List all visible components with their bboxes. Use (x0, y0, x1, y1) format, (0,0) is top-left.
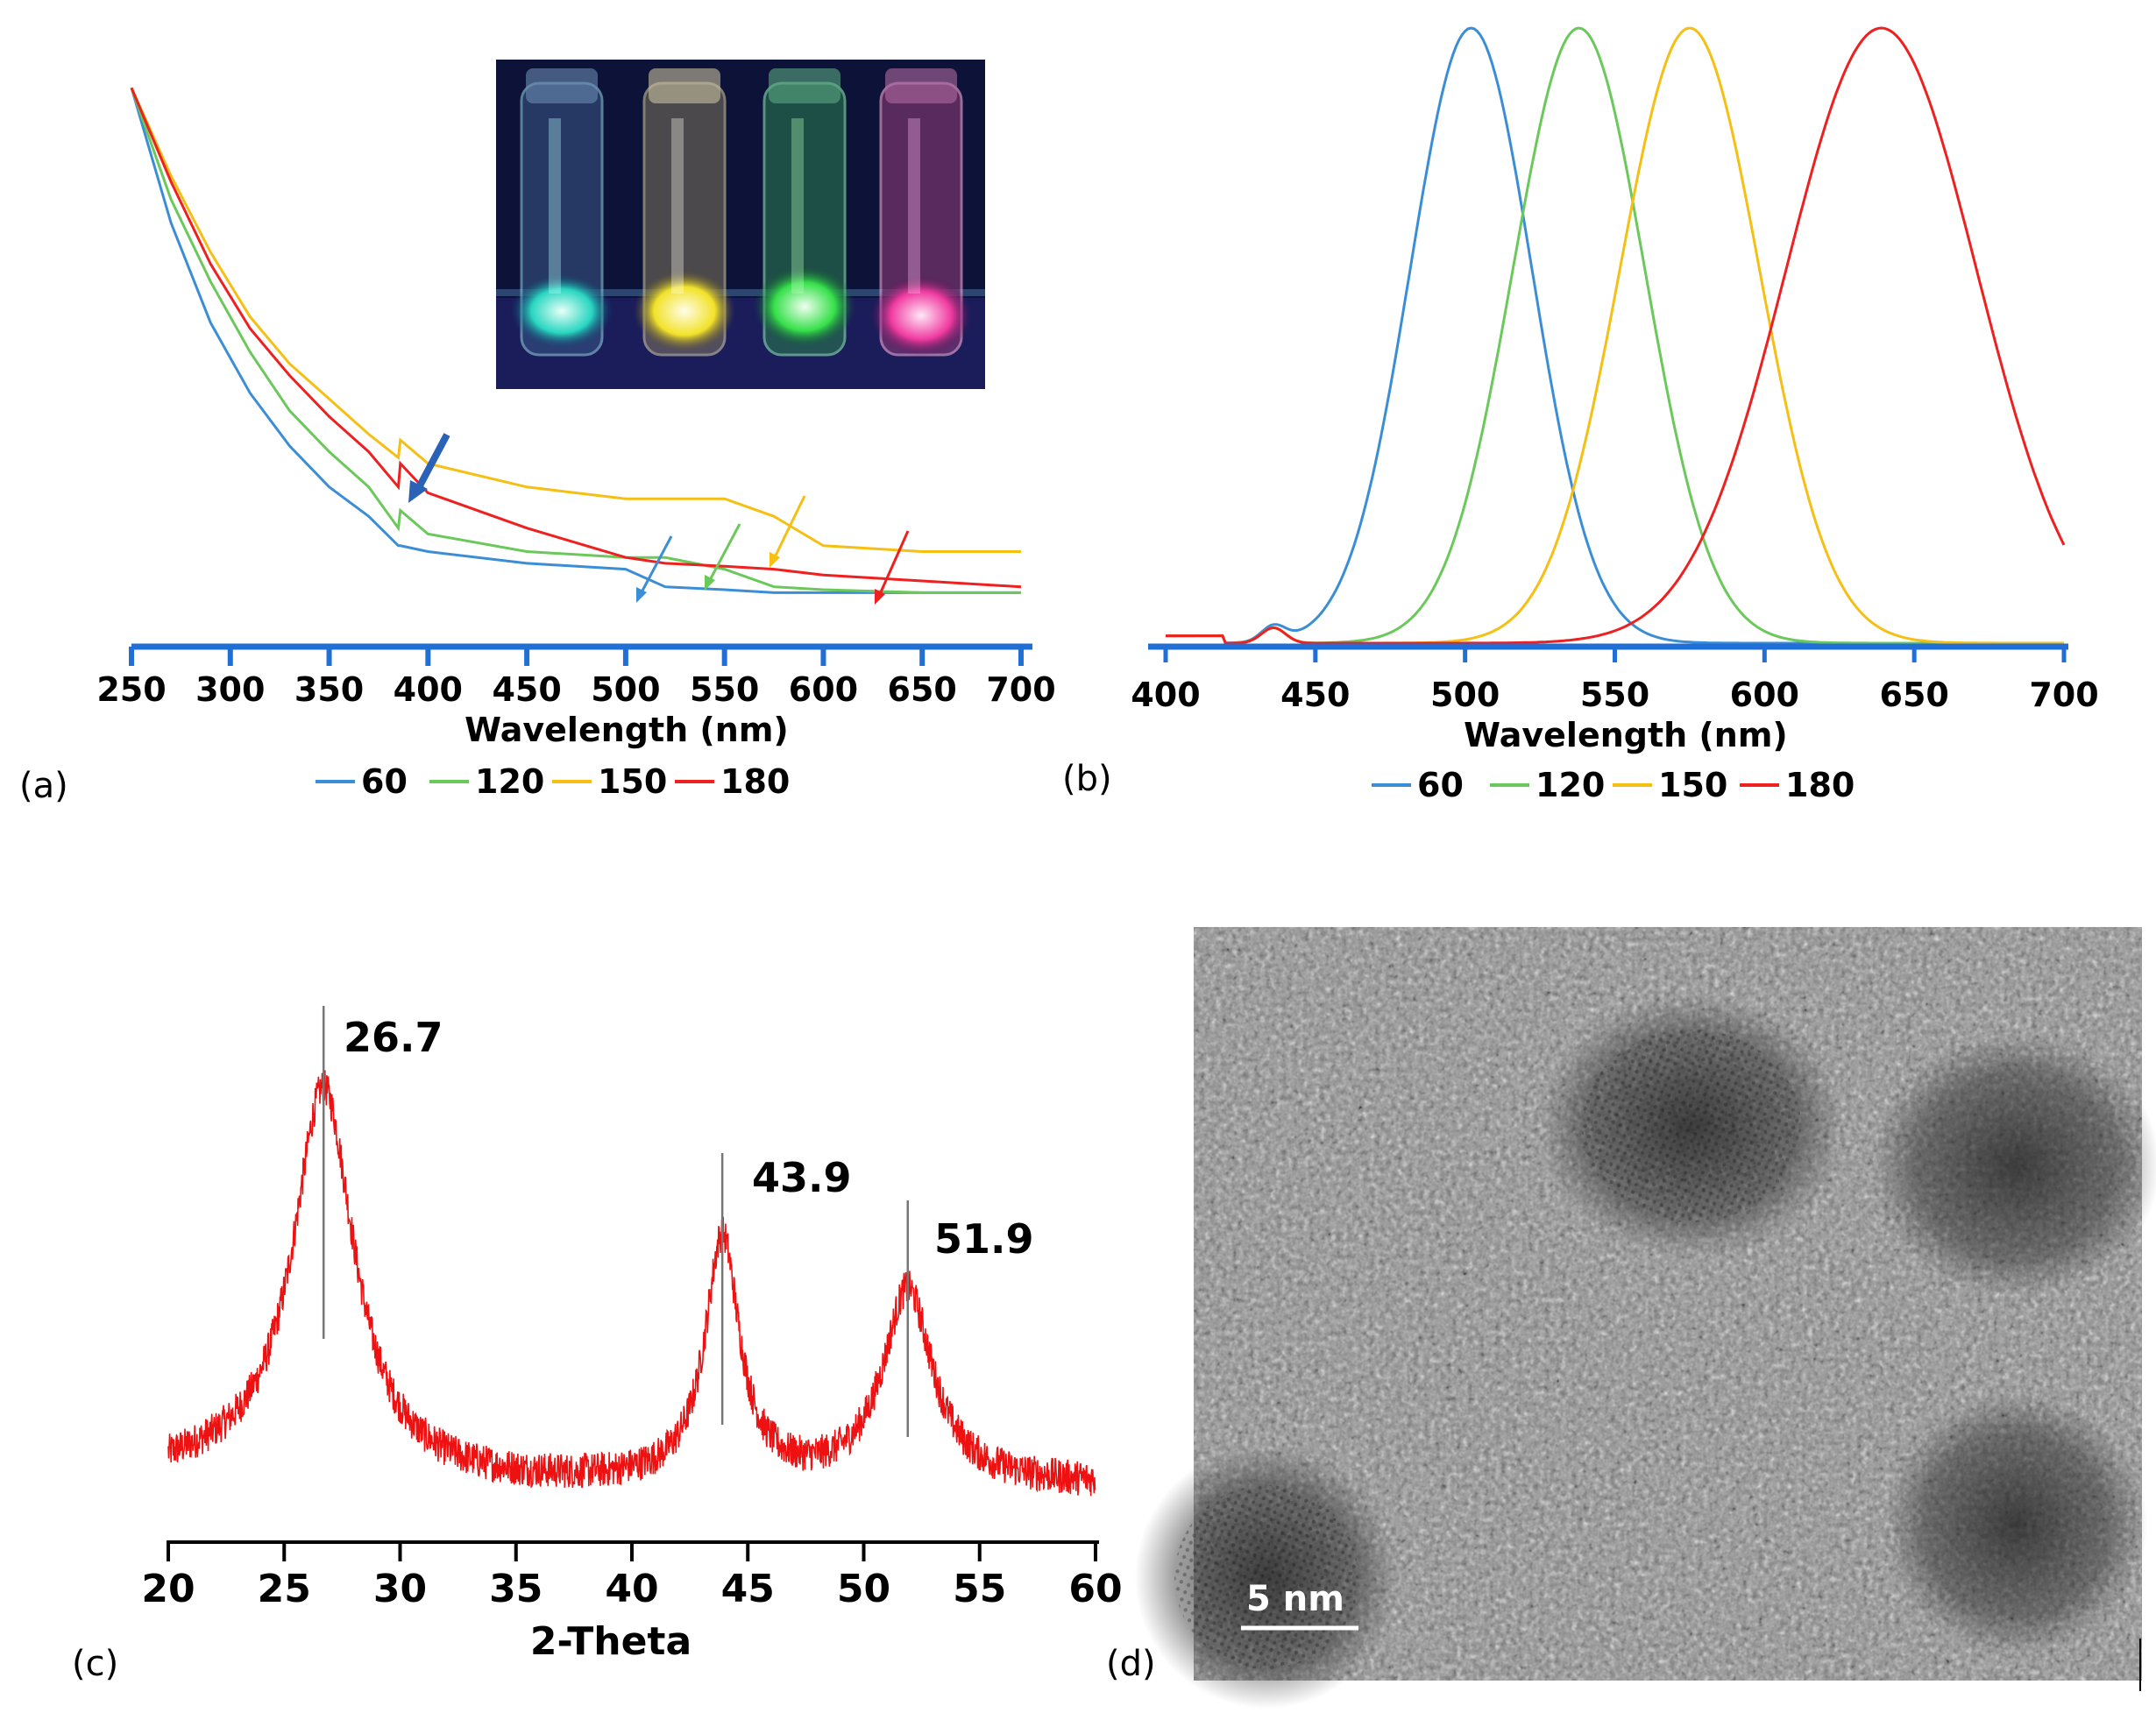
panel-d-label: (d) (1106, 1644, 1156, 1684)
arrow-red (878, 530, 910, 595)
nanoparticle-lattice (1582, 1030, 1801, 1222)
panel-c-tick-label: 55 (953, 1567, 1006, 1611)
panel-a-tick-label: 300 (195, 670, 265, 709)
vial-pink (870, 68, 972, 357)
panel-b-tick-label: 400 (1131, 676, 1200, 714)
panel-c-tick-label: 50 (837, 1567, 890, 1611)
panel-b-series-180 (1166, 26, 2066, 645)
panel-a-tick-label: 700 (986, 670, 1055, 709)
panel-a-tick-label: 400 (394, 670, 463, 709)
arrow-blue-small (640, 535, 673, 593)
panel-a-tick-label: 500 (591, 670, 660, 709)
panel-a-series-180 (130, 87, 1022, 589)
panel-c-peak-label: 43.9 (752, 1154, 852, 1201)
panel-b-legend-label: 60 (1417, 766, 1464, 804)
panel-c-tick-label: 30 (373, 1567, 427, 1611)
panel-a-series-150 (130, 87, 1021, 553)
panel-b-tick-label: 550 (1580, 676, 1649, 714)
panel-a-tick-label: 650 (888, 670, 957, 709)
panel-b-tick-label: 650 (1880, 676, 1949, 714)
panel-b-series-150 (1166, 26, 2064, 645)
panel-a-label: (a) (19, 766, 68, 806)
arrow-green-head (705, 575, 715, 591)
panel-a-series-60 (130, 87, 1021, 594)
panel-a-tick-label: 600 (789, 670, 858, 709)
vial-yellow (634, 68, 735, 357)
panel-b-legend-label: 180 (1785, 766, 1855, 804)
panel-b-legend-label: 150 (1658, 766, 1727, 804)
vial-green (754, 68, 855, 357)
panel-a-tick-label: 550 (690, 670, 759, 709)
panel-b-tick-label: 500 (1430, 676, 1500, 714)
panel-a-tick-label: 250 (96, 670, 166, 709)
panel-b-chart: 400 450 500 550 600 650 700 Wavelength (nm) (b… (1062, 26, 2099, 804)
panel-c-chart: 26.743.951.9 20 25 30 35 40 45 50 55 60 2-Theta … (72, 1006, 1123, 1684)
arrow-blue-large (414, 433, 450, 492)
panel-a-tick-label: 350 (294, 670, 364, 709)
panel-a-curves (130, 87, 1022, 594)
panel-b-series-60 (1166, 26, 2064, 645)
panel-b-ticks: 400 450 500 550 600 650 700 (1131, 647, 2099, 714)
panel-c-label: (c) (72, 1644, 118, 1684)
panel-b-xlabel: Wavelength (nm) (1464, 716, 1788, 754)
panel-c-tick-label: 60 (1068, 1567, 1122, 1611)
panel-a-legend-label: 120 (475, 762, 544, 801)
panel-c-tick-label: 20 (141, 1567, 195, 1611)
panel-a-legend: 60 120 150 180 (316, 762, 790, 801)
arrow-blue-large-head (408, 480, 428, 503)
panel-c-peak-label: 51.9 (934, 1215, 1034, 1263)
tem-nanoparticles (1135, 994, 2156, 1709)
panel-c-tick-label: 45 (721, 1567, 775, 1611)
scale-bar-label: 5 nm (1246, 1579, 1344, 1619)
panel-c-tick-label: 35 (489, 1567, 543, 1611)
arrow-yellow-head (769, 552, 780, 568)
panel-b-tick-label: 700 (2029, 676, 2098, 714)
vial-cyan (511, 68, 613, 357)
panel-b-legend-label: 120 (1535, 766, 1605, 804)
panel-b-legend: 60 120 150 180 (1372, 766, 1855, 804)
panel-b-tick-label: 450 (1280, 676, 1350, 714)
panel-c-peak-label: 26.7 (344, 1014, 443, 1061)
panel-a-tick-label: 450 (492, 670, 561, 709)
panel-b-series-120 (1166, 26, 2064, 645)
arrow-green (708, 523, 741, 581)
panel-c-peak-lines: 26.7 43.9 51.9 (322, 1006, 1034, 1437)
panel-a-legend-label: 150 (598, 762, 667, 801)
arrow-red-head (875, 589, 885, 605)
panel-c-xrd-pattern (167, 1070, 1096, 1497)
panel-a-chart: 250 300 350 400 450 500 550 600 650 700 Wavelengt… (19, 60, 1056, 806)
vials-photo (496, 60, 985, 389)
panel-b-label: (b) (1062, 759, 1112, 799)
arrow-blue-small-head (636, 587, 647, 603)
nanoparticle (1884, 1393, 2147, 1656)
panel-a-legend-label: 180 (720, 762, 790, 801)
arrow-yellow (773, 495, 806, 558)
panel-a-series-120 (130, 87, 1021, 594)
panel-c-tick-label: 40 (605, 1567, 658, 1611)
panel-a-legend-label: 60 (361, 762, 408, 801)
panel-c-ticks: 20 25 30 35 40 45 50 55 60 (141, 1542, 1123, 1611)
panel-a-ticks: 250 300 350 400 450 500 550 600 650 700 (96, 647, 1056, 709)
panel-a-arrows (408, 433, 910, 605)
panel-b-curves (1166, 26, 2066, 645)
nanoparticle-lattice (1174, 1485, 1358, 1669)
panel-b-tick-label: 600 (1730, 676, 1799, 714)
panel-d-tem-image: 5 nm (d) (1106, 927, 2156, 1709)
panel-a-xlabel: Wavelength (nm) (465, 711, 789, 749)
panel-c-tick-label: 25 (258, 1567, 311, 1611)
panel-c-xlabel: 2-Theta (530, 1619, 691, 1664)
nanoparticle (1871, 1034, 2156, 1297)
